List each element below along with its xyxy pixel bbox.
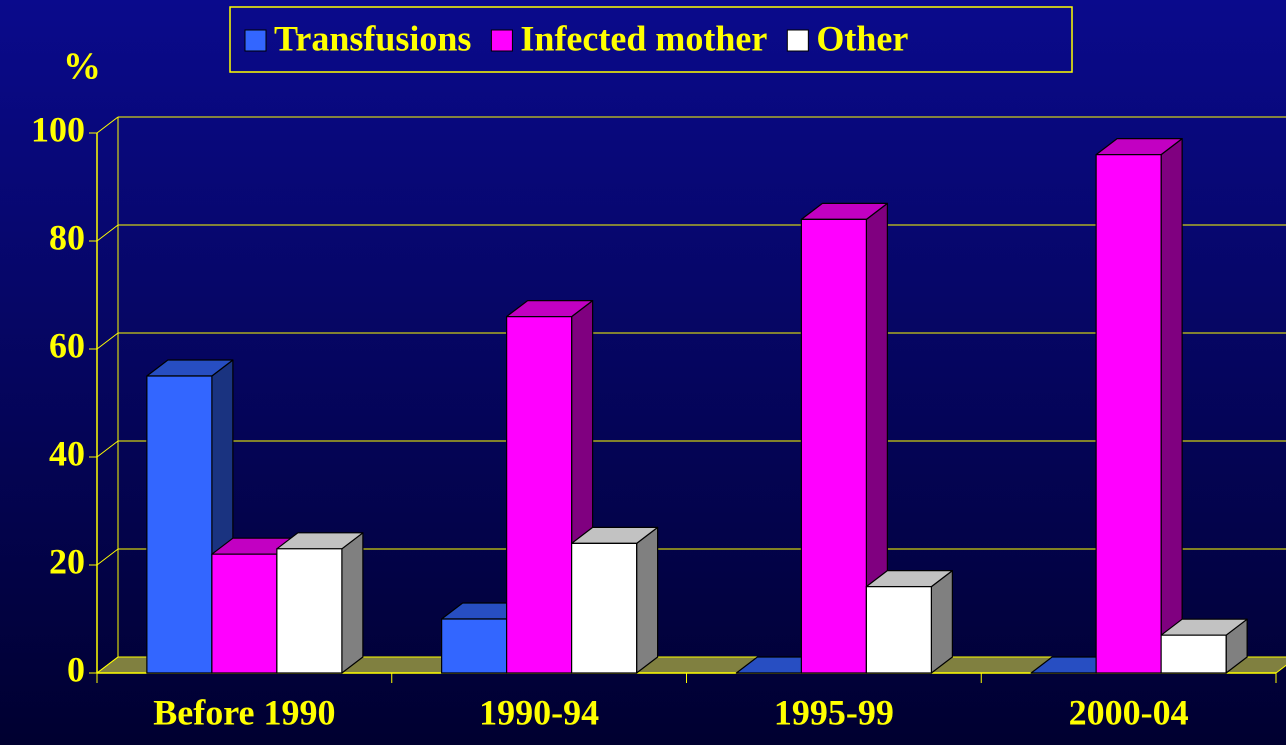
- y-tick-label: 60: [49, 325, 85, 365]
- x-tick-label: 1990-94: [479, 692, 599, 732]
- bar-side: [341, 532, 364, 674]
- grid-line: [96, 656, 119, 674]
- bar: [211, 553, 278, 674]
- grid-line: [96, 440, 119, 458]
- y-tick-label: 40: [49, 433, 85, 473]
- grid-line: [96, 224, 119, 242]
- bar: [571, 542, 638, 674]
- legend-swatch: [244, 29, 267, 52]
- bar-side: [636, 526, 659, 674]
- bar: [441, 618, 508, 674]
- bar: [800, 218, 867, 674]
- bar-side: [1160, 138, 1183, 674]
- grid-line: [96, 332, 119, 350]
- legend-label: Transfusions: [274, 18, 471, 58]
- bar-side: [930, 569, 953, 674]
- bar: [1160, 634, 1227, 674]
- grid-line: [96, 116, 119, 134]
- bar: [276, 548, 343, 674]
- x-tick-label: Before 1990: [153, 692, 335, 732]
- y-tick-label: 0: [67, 649, 85, 689]
- legend-label: Other: [816, 18, 908, 58]
- bar: [506, 316, 573, 674]
- grid-line: [96, 548, 119, 566]
- bar: [1095, 154, 1162, 674]
- x-tick-label: 1995-99: [774, 692, 894, 732]
- y-axis-label: %: [63, 46, 101, 88]
- legend-swatch: [786, 29, 809, 52]
- y-tick-label: 20: [49, 541, 85, 581]
- y-tick-label: 100: [31, 109, 85, 149]
- x-tick-label: 2000-04: [1069, 692, 1189, 732]
- legend-swatch: [490, 29, 513, 52]
- y-tick-label: 80: [49, 217, 85, 257]
- bar: [146, 375, 213, 674]
- legend-box: [229, 6, 1073, 73]
- legend-label: Infected mother: [520, 18, 767, 58]
- bar: [865, 585, 932, 674]
